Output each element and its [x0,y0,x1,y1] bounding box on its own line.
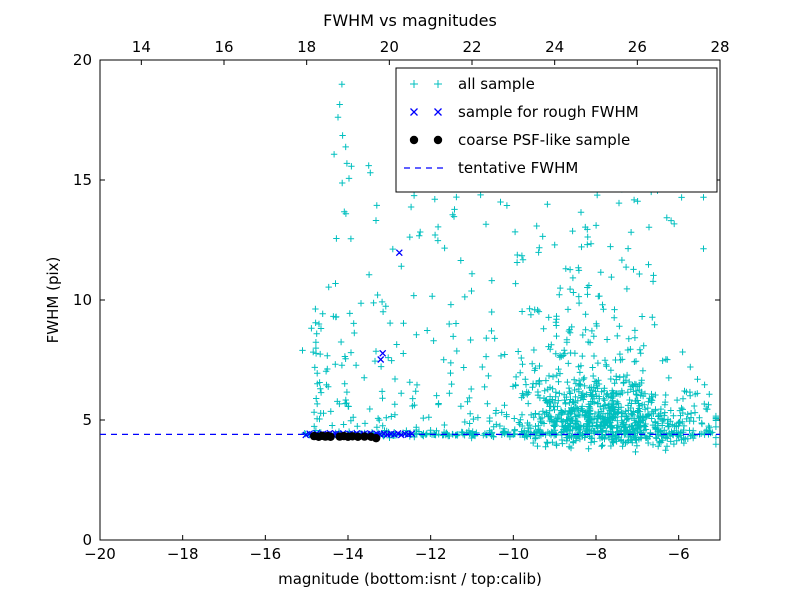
x-tick-label-bottom: −12 [415,545,447,563]
x-tick-label-top: 22 [462,38,481,56]
x-tick-label-top: 16 [214,38,233,56]
x-tick-label-bottom: −8 [585,545,607,563]
x-tick-label-bottom: −20 [84,545,116,563]
chart-title: FWHM vs magnitudes [323,11,497,30]
y-axis-label: FWHM (pix) [44,257,62,344]
all-sample-points [299,81,720,456]
legend-entry-tentative-fwhm: tentative FWHM [404,159,578,177]
y-tick-label: 20 [73,51,92,69]
legend-dot-marker-icon [433,135,443,145]
x-tick-label-top: 20 [380,38,399,56]
y-tick-label: 10 [73,291,92,309]
legend-entry-label: sample for rough FWHM [458,103,639,121]
x-tick-label-bottom: −6 [668,545,690,563]
x-tick-label-top: 26 [628,38,647,56]
psf-sample-points [309,431,381,443]
rough-fwhm-points [302,249,416,439]
legend-entry-label: all sample [458,75,535,93]
legend: all sample sample for rough FWHM coarse PS… [395,67,718,193]
x-tick-label-top: 14 [132,38,151,56]
legend-dot-marker-icon [409,135,419,145]
legend-entry-sample-for-rough-fwhm: sample for rough FWHM [410,103,639,121]
legend-box [395,67,718,193]
x-tick-label-bottom: −10 [498,545,530,563]
legend-entry-coarse-psf-like-sample: coarse PSF-like sample [409,131,630,149]
legend-x-marker-icon [410,108,442,116]
legend-entry-all-sample: all sample [410,75,535,93]
y-tick-label: 0 [82,531,92,549]
x-tick-label-bottom: −14 [332,545,364,563]
legend-entry-label: coarse PSF-like sample [458,131,630,149]
x-tick-label-top: 18 [297,38,316,56]
x-tick-label-bottom: −18 [167,545,199,563]
legend-plus-marker-icon [410,80,442,88]
x-axis-label: magnitude (bottom:isnt / top:calib) [278,570,542,588]
x-tick-label-top: 24 [545,38,564,56]
legend-entry-label: tentative FWHM [458,159,578,177]
plot-generated-content: −20 −18 −16 −14 −12 −10 −8 −6 14 16 18 20 22 24 26 28 0 5… [73,38,730,563]
x-tick-label-top: 28 [710,38,729,56]
y-tick-label: 15 [73,171,92,189]
x-tick-label-bottom: −16 [250,545,282,563]
y-tick-label: 5 [82,411,92,429]
